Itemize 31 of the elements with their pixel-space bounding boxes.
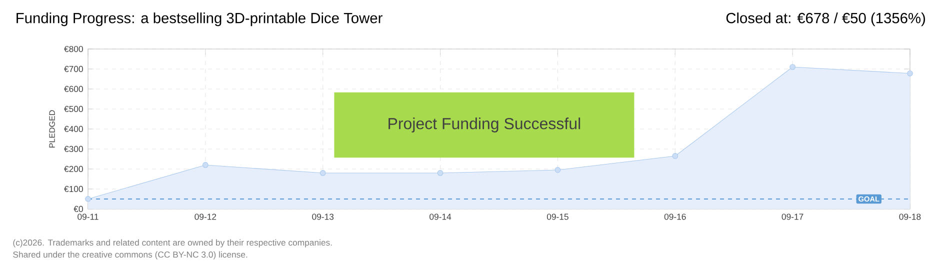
point <box>320 170 326 176</box>
x-tick-label: 09-11 <box>78 214 98 220</box>
y-tick-label: €200 <box>64 166 83 172</box>
x-tick-label: 09-18 <box>899 214 921 220</box>
x-tick-label: 09-14 <box>430 214 452 220</box>
x-tick-label: 09-12 <box>194 214 216 220</box>
point <box>202 162 208 168</box>
point <box>554 167 561 173</box>
point <box>85 196 91 202</box>
x-tick-label: 09-15 <box>546 214 568 220</box>
y-tick-label: €0 <box>74 206 83 212</box>
x-tick-label: 09-13 <box>312 214 334 220</box>
y-tick-label: €500 <box>64 106 83 112</box>
text: (c)2026. Trademarks and related content are owned by their respective companies. <box>13 239 332 248</box>
y-tick-label: €300 <box>64 146 83 152</box>
point <box>907 70 913 76</box>
y-tick-label: €400 <box>64 126 83 132</box>
annotation: Project Funding Successful <box>388 118 580 132</box>
y-axis-title: PLEDGED <box>49 110 55 148</box>
x-tick-label: 09-17 <box>782 214 804 220</box>
y-tick-label: €600 <box>64 86 83 92</box>
y-tick-label: €800 <box>64 46 83 52</box>
point <box>437 170 444 176</box>
chart-subtitle: Closed at: €678 / €50 (1356%) <box>726 12 925 26</box>
x-tick-label: 09-16 <box>664 214 686 220</box>
point <box>672 153 678 159</box>
chart-title: Funding Progress: a bestselling 3D-printable Dice Tower <box>16 12 382 26</box>
y-tick-label: €700 <box>64 66 83 72</box>
point <box>790 64 796 70</box>
text: Shared under the creative commons (CC BY-NC 3.0) license. <box>13 251 248 260</box>
y-tick-label: €100 <box>64 186 83 192</box>
